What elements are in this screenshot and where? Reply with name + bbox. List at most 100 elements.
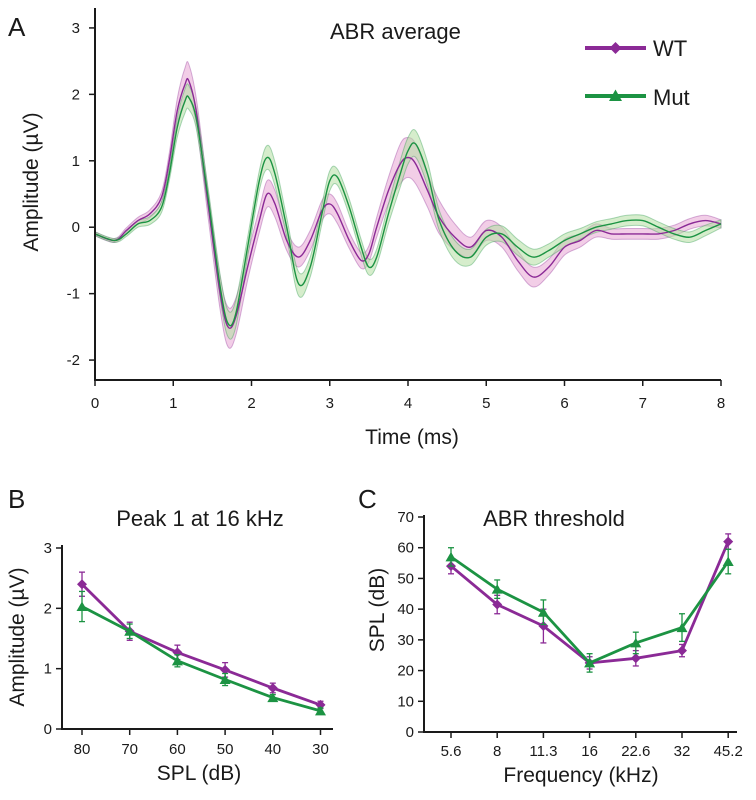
legend-wt-marker	[609, 42, 622, 54]
x-tick-label: 8	[493, 743, 501, 760]
data-point-mut	[630, 637, 642, 648]
x-tick-label: 30	[312, 741, 329, 758]
y-tick-label: 0	[72, 219, 80, 236]
y-tick-label: -2	[67, 352, 80, 369]
panel-c-plot	[445, 533, 734, 673]
panel-c-axes	[423, 515, 737, 733]
x-tick-label: 3	[326, 395, 334, 412]
y-tick-label: 3	[72, 20, 80, 37]
panel-c-y-ticks: 0 10 20 30 40 50 60 70	[397, 509, 424, 741]
x-tick-label: 5.6	[441, 743, 462, 760]
x-tick-label: 60	[169, 741, 186, 758]
data-point-mut	[171, 655, 183, 666]
panel-a-xlabel: Time (ms)	[365, 426, 459, 449]
series-line-mut	[81, 605, 321, 713]
data-point-wt	[77, 579, 87, 590]
y-tick-label: 50	[397, 570, 414, 587]
x-tick-label: 22.6	[621, 743, 650, 760]
x-tick-label: 1	[169, 395, 177, 412]
panel-b-ylabel: Amplitude (µV)	[6, 567, 29, 706]
series-line-wt	[450, 541, 730, 665]
band-mut	[94, 83, 722, 340]
y-tick-label: 10	[397, 693, 414, 710]
y-tick-label: 0	[44, 721, 52, 738]
y-tick-label: 1	[72, 153, 80, 170]
x-tick-label: 2	[247, 395, 255, 412]
x-tick-label: 8	[717, 395, 725, 412]
x-tick-label: 4	[404, 395, 412, 412]
panel-a-ylabel: Amplitude (µV)	[20, 112, 43, 251]
legend-wt-label: WT	[653, 36, 687, 61]
y-tick-label: 60	[397, 540, 414, 557]
legend-mut-marker	[609, 89, 622, 101]
data-point-wt	[677, 645, 687, 656]
legend-mut-label: Mut	[653, 85, 690, 110]
panel-a-y-ticks: -2 -1 0 1 2 3	[67, 20, 95, 369]
panel-b-y-ticks: 0 1 2 3	[44, 540, 62, 738]
y-tick-label: 2	[72, 86, 80, 103]
data-point-mut	[676, 622, 688, 633]
panel-a-series-lines	[94, 77, 722, 330]
panel-a: A ABR average -2 -1 0 1 2 3 0 1 2 3 4 5 6 7 8 Time (m…	[8, 8, 725, 449]
data-point-wt	[220, 664, 231, 675]
x-tick-label: 40	[264, 741, 281, 758]
data-point-mut	[445, 551, 457, 562]
x-tick-label: 50	[217, 741, 234, 758]
series-line-wt	[81, 583, 321, 707]
panel-b-title: Peak 1 at 16 kHz	[116, 506, 284, 531]
panel-c: C ABR threshold 0 10 20 30 40 50 60 70 5.6 8 11.3…	[358, 484, 743, 787]
panel-b-plot	[76, 571, 326, 716]
panel-a-legend: WT Mut	[585, 36, 690, 110]
series-line-mut	[94, 95, 722, 327]
data-point-mut	[584, 657, 596, 668]
series-line-mut	[450, 555, 730, 665]
x-tick-label: 32	[674, 743, 691, 760]
panel-a-x-ticks: 0 1 2 3 4 5 6 7 8	[91, 380, 725, 412]
data-point-wt	[630, 653, 641, 664]
x-tick-label: 70	[121, 741, 138, 758]
panel-c-x-ticks: 5.6 8 11.3 16 22.6 32 45.2	[441, 732, 743, 760]
panel-b-xlabel: SPL (dB)	[157, 762, 241, 785]
data-point-mut	[267, 692, 279, 703]
data-point-mut	[219, 674, 231, 685]
data-point-wt	[538, 621, 549, 632]
y-tick-label: 40	[397, 601, 414, 618]
y-tick-label: -1	[67, 286, 80, 303]
y-tick-label: 1	[44, 661, 52, 678]
panel-a-title: ABR average	[330, 19, 461, 44]
data-point-mut	[124, 626, 136, 636]
x-tick-label: 0	[91, 395, 99, 412]
y-tick-label: 70	[397, 509, 414, 526]
data-point-mut	[315, 705, 326, 716]
panel-c-ylabel: SPL (dB)	[366, 568, 389, 652]
x-tick-label: 16	[581, 743, 598, 760]
x-tick-label: 80	[74, 741, 91, 758]
panel-a-error-bands	[94, 61, 722, 349]
data-point-wt	[492, 599, 503, 610]
data-point-mut	[491, 584, 503, 594]
panel-letter-a: A	[8, 12, 26, 42]
y-tick-label: 30	[397, 632, 414, 649]
x-tick-label: 6	[560, 395, 568, 412]
panel-c-title: ABR threshold	[483, 506, 625, 531]
data-point-wt	[267, 682, 278, 693]
y-tick-label: 20	[397, 663, 414, 680]
y-tick-label: 2	[44, 600, 52, 617]
y-tick-label: 0	[406, 724, 414, 741]
y-tick-label: 3	[44, 540, 52, 557]
x-tick-label: 11.3	[529, 743, 557, 760]
data-point-mut	[722, 556, 734, 567]
panel-letter-c: C	[358, 484, 377, 514]
panel-b-axes	[61, 545, 333, 730]
data-point-wt	[723, 536, 734, 547]
series-line-wt	[94, 77, 722, 330]
panel-b: B Peak 1 at 16 kHz 0 1 2 3 80 70 60 50 40 30 SPL…	[6, 484, 333, 785]
panel-letter-b: B	[8, 484, 25, 514]
panel-c-xlabel: Frequency (kHz)	[503, 764, 658, 787]
x-tick-label: 5	[482, 395, 490, 412]
x-tick-label: 7	[639, 395, 647, 412]
data-point-mut	[537, 607, 549, 617]
data-point-mut	[76, 601, 88, 612]
panel-b-x-ticks: 80 70 60 50 40 30	[74, 729, 329, 758]
